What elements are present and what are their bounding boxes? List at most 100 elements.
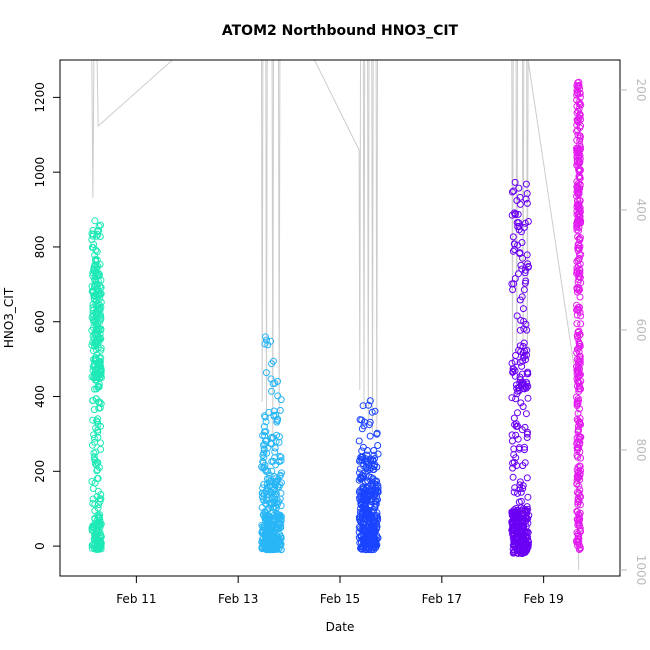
data-point: [574, 180, 582, 187]
data-point: [90, 267, 97, 274]
data-point: [514, 522, 522, 530]
data-point: [361, 501, 369, 509]
data-point: [262, 333, 269, 341]
data-point: [356, 512, 364, 520]
data-point: [575, 474, 583, 482]
data-point: [573, 219, 581, 227]
y-tick-label-6: 1200: [33, 82, 47, 113]
data-point: [519, 254, 527, 262]
data-point: [262, 488, 270, 495]
data-point: [369, 484, 377, 492]
data-point: [90, 291, 98, 299]
data-point: [510, 515, 518, 523]
data-point: [359, 485, 367, 493]
data-point: [263, 494, 271, 502]
data-point: [575, 286, 583, 294]
data-point: [573, 363, 580, 371]
data-point: [574, 425, 582, 433]
data-point: [91, 457, 99, 464]
data-point: [260, 423, 268, 431]
data-point: [523, 515, 531, 522]
data-point: [514, 270, 522, 278]
data-point: [576, 524, 584, 532]
data-point: [92, 246, 100, 254]
data-point: [575, 519, 583, 527]
data-point: [574, 395, 582, 403]
data-point: [270, 407, 278, 415]
data-point: [90, 295, 98, 302]
data-point: [261, 440, 269, 448]
data-point: [94, 466, 101, 474]
data-point: [524, 493, 532, 501]
data-point: [575, 81, 583, 89]
data-point: [518, 522, 526, 530]
data-point: [524, 394, 532, 402]
data-point: [508, 437, 516, 445]
data-point: [271, 444, 279, 452]
data-point: [94, 428, 102, 436]
data-point: [92, 528, 100, 536]
x-tick-label-4: Feb 19: [523, 592, 563, 606]
data-point: [515, 222, 523, 230]
data-point: [514, 210, 522, 218]
data-point: [573, 306, 581, 314]
data-point: [577, 251, 585, 259]
data-point: [275, 545, 283, 553]
data-point: [94, 415, 102, 423]
data-point: [520, 286, 528, 294]
data-point: [89, 397, 97, 405]
data-point: [573, 345, 581, 353]
data-point: [270, 412, 278, 420]
data-point: [93, 248, 101, 256]
data-point: [91, 479, 99, 487]
y2-tick-label-0: 200: [634, 79, 648, 102]
data-point: [97, 315, 105, 323]
data-point: [96, 260, 104, 268]
data-point: [522, 383, 530, 391]
data-point: [523, 251, 531, 259]
data-point: [514, 409, 521, 417]
series-1: [258, 333, 285, 554]
data-point: [509, 473, 517, 481]
data-point: [573, 121, 581, 129]
data-point: [265, 408, 273, 416]
data-point: [94, 227, 102, 235]
data-point: [520, 339, 528, 347]
data-point: [575, 378, 583, 386]
data-point: [575, 227, 582, 235]
data-point: [94, 272, 102, 279]
data-point: [91, 385, 99, 393]
data-point: [576, 137, 584, 144]
data-point: [575, 273, 583, 280]
y-axis-right: 200 400 600 800 1000: [620, 79, 648, 585]
data-point: [576, 159, 584, 167]
data-point: [260, 449, 268, 457]
data-point: [518, 549, 526, 557]
data-point: [573, 223, 581, 231]
data-point: [93, 271, 101, 279]
data-point: [518, 239, 526, 246]
data-point: [94, 511, 102, 519]
data-point: [574, 378, 582, 386]
data-point: [512, 454, 520, 462]
data-point: [574, 417, 582, 425]
y-tick-label-1: 200: [33, 460, 47, 483]
data-point: [517, 261, 525, 269]
data-point: [372, 539, 380, 547]
data-point: [358, 425, 366, 433]
data-point: [574, 518, 582, 526]
data-point: [363, 458, 371, 466]
data-point: [512, 505, 520, 512]
data-point: [512, 210, 519, 218]
data-point: [575, 255, 583, 263]
data-point: [573, 537, 581, 545]
data-point: [95, 521, 103, 529]
data-point: [93, 467, 101, 475]
data-point: [519, 357, 527, 365]
data-point: [510, 414, 518, 422]
data-point: [263, 336, 270, 344]
data-point: [275, 511, 282, 519]
data-point: [90, 263, 98, 271]
y-axis-label: HNO3_CIT: [2, 287, 16, 348]
data-point: [509, 286, 517, 294]
